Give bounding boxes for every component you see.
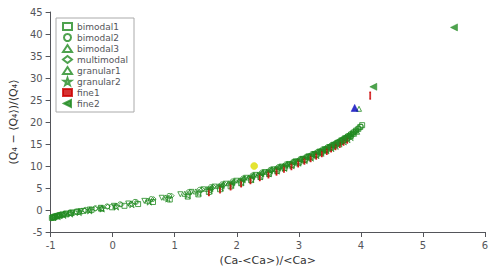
svg-text:10: 10: [30, 161, 43, 172]
svg-text:granular2: granular2: [77, 77, 121, 87]
svg-text:40: 40: [30, 29, 43, 40]
svg-text:2: 2: [234, 240, 240, 251]
svg-text:30: 30: [30, 73, 43, 84]
svg-text:bimodal2: bimodal2: [77, 33, 119, 43]
svg-text:5: 5: [420, 240, 426, 251]
svg-text:5: 5: [36, 183, 42, 194]
svg-text:(Q₄ − ⟨Q₄⟩)/⟨Q₄⟩: (Q₄ − ⟨Q₄⟩)/⟨Q₄⟩: [7, 80, 20, 165]
svg-text:bimodal3: bimodal3: [77, 44, 119, 54]
svg-text:-5: -5: [33, 227, 43, 238]
svg-text:bimodal1: bimodal1: [77, 22, 119, 32]
svg-text:15: 15: [30, 139, 43, 150]
svg-text:multimodal: multimodal: [77, 55, 128, 65]
svg-text:45: 45: [30, 7, 43, 18]
svg-text:35: 35: [30, 51, 43, 62]
svg-text:0: 0: [36, 205, 42, 216]
svg-text:1: 1: [172, 240, 178, 251]
svg-text:3: 3: [296, 240, 302, 251]
svg-text:0: 0: [109, 240, 115, 251]
svg-text:25: 25: [30, 95, 43, 106]
svg-text:granular1: granular1: [77, 66, 121, 76]
svg-text:6: 6: [482, 240, 488, 251]
svg-text:fine1: fine1: [77, 88, 100, 98]
svg-text:4: 4: [358, 240, 364, 251]
svg-text:(Ca-<Ca>)/<Ca>: (Ca-<Ca>)/<Ca>: [220, 254, 316, 267]
svg-text:20: 20: [30, 117, 43, 128]
svg-text:fine2: fine2: [77, 99, 100, 109]
svg-text:-1: -1: [46, 240, 56, 251]
